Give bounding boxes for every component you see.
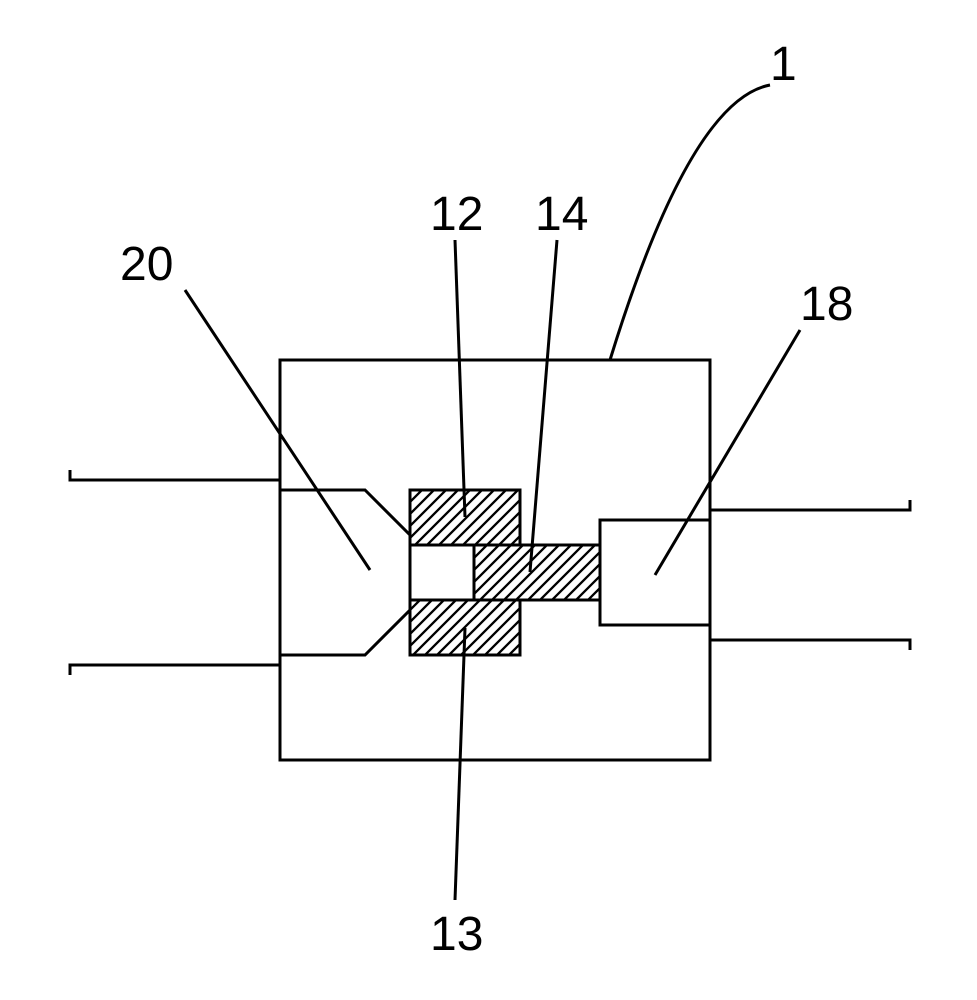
leader-1 — [610, 85, 770, 360]
shaft-gap — [410, 545, 474, 600]
label-12: 12 — [430, 188, 483, 241]
label-13: 13 — [430, 908, 483, 961]
label-1: 1 — [770, 38, 797, 91]
right-port-outer — [710, 500, 910, 650]
label-14: 14 — [535, 188, 588, 241]
left-port-outer — [70, 470, 280, 675]
label-18: 18 — [800, 278, 853, 331]
hatched-shaft — [474, 545, 600, 600]
mechanical-diagram: 1 12 14 20 18 13 — [0, 0, 977, 1000]
left-tapered-block — [280, 490, 410, 655]
label-20: 20 — [120, 238, 173, 291]
